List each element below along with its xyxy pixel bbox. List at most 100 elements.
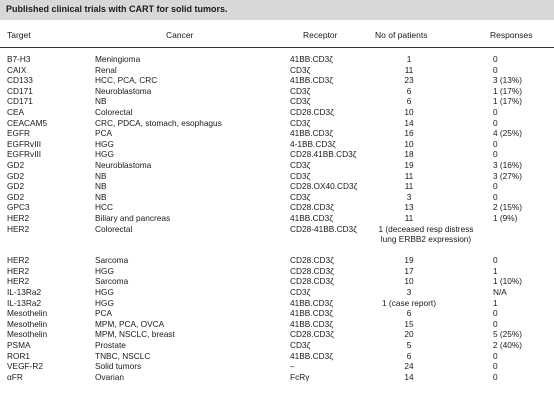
cell-cancer: TNBC, NSCLC — [95, 350, 151, 361]
cell-cancer: CRC, PDCA, stomach, esophagus — [95, 117, 222, 128]
cell-responses: 2 (15%) — [493, 202, 523, 213]
cell-target: HER2 — [7, 265, 30, 276]
cell-target: VEGF-R2 — [7, 361, 43, 372]
cell-cancer: NB — [95, 170, 107, 181]
cell-responses: 0 — [493, 361, 498, 372]
cell-receptor: 41BB.CD3ζ — [290, 297, 333, 308]
cell-cancer: NB — [95, 96, 107, 107]
table-row: Mesothelin PCA 41BB.CD3ζ 6 0 — [0, 308, 554, 319]
cell-cancer: Neuroblastoma — [95, 159, 152, 170]
cell-receptor: CD3ζ — [290, 159, 311, 170]
cell-responses: 1 (17%) — [493, 85, 523, 96]
cell-receptor: 41BB.CD3ζ — [290, 75, 333, 86]
header-patients: No of patients — [375, 30, 428, 40]
cell-target: HER2 — [7, 223, 30, 234]
cell-cancer: HCC — [95, 202, 113, 213]
cell-patients: 11 — [404, 64, 414, 75]
table-row: αFR Ovarian FcRγ 14 0 — [0, 372, 554, 383]
cell-receptor: CD3ζ — [290, 85, 311, 96]
cell-receptor: CD3ζ — [290, 170, 311, 181]
cell-responses: 0 — [493, 117, 498, 128]
cell-patients: 11 — [404, 170, 414, 181]
cell-responses: 3 (16%) — [493, 159, 523, 170]
table-row: GD2 NB CD3ζ 3 0 — [0, 192, 554, 203]
cell-target: EGFRvIII — [7, 138, 42, 149]
cell-patients: 10 — [404, 106, 414, 117]
cell-patients: 14 — [404, 371, 414, 382]
table-row: HER2 Colorectal CD28-41BB.CD3ζ 1 (deceased … — [0, 224, 554, 256]
cell-target: CEA — [7, 106, 25, 117]
table-row: EGFRvIII HGG 4-1BB.CD3ζ 10 0 — [0, 139, 554, 150]
cell-cancer: Biliary and pancreas — [95, 212, 171, 223]
table-row: GPC3 HCC CD28.CD3ζ 13 2 (15%) — [0, 202, 554, 213]
cell-patients: 15 — [404, 318, 414, 329]
table-row: GD2 NB CD3ζ 11 3 (27%) — [0, 171, 554, 182]
table-row: HER2 Sarcoma CD28.CD3ζ 19 0 — [0, 255, 554, 266]
cell-cancer: Neuroblastoma — [95, 85, 152, 96]
cell-receptor: CD28.CD3ζ — [290, 276, 334, 287]
cell-target: Mesothelin — [7, 308, 48, 319]
cell-patients: 13 — [404, 202, 414, 213]
cell-receptor: 41BB.CD3ζ — [290, 350, 333, 361]
cell-target: HER2 — [7, 276, 30, 287]
cell-patients: 6 — [406, 308, 412, 319]
table-row: HER2 Sarcoma CD28.CD3ζ 10 1 (10%) — [0, 276, 554, 287]
cell-responses: 0 — [493, 255, 498, 266]
cell-responses: 1 — [493, 297, 498, 308]
table-row: CEACAM5 CRC, PDCA, stomach, esophagus CD3ζ… — [0, 118, 554, 129]
cell-cancer: HGG — [95, 287, 114, 298]
cell-target: GD2 — [7, 170, 25, 181]
cell-cancer: NB — [95, 181, 107, 192]
cell-responses: 0 — [493, 106, 498, 117]
table-row: VEGF-R2 Solid tumors – 24 0 — [0, 361, 554, 372]
cell-cancer: Colorectal — [95, 223, 133, 234]
cell-cancer: HGG — [95, 265, 114, 276]
cell-target: CD171 — [7, 96, 33, 107]
cell-cancer: Ovarian — [95, 371, 125, 382]
table-body: B7-H3 Meningioma 41BB.CD3ζ 1 0 CAIX Renal CD3ζ 1… — [0, 54, 554, 382]
cell-target: GD2 — [7, 181, 25, 192]
cell-cancer: Sarcoma — [95, 255, 129, 266]
cell-cancer: HGG — [95, 297, 114, 308]
cell-receptor: CD3ζ — [290, 340, 311, 351]
cell-responses: 0 — [493, 191, 498, 202]
cell-patients: 11 — [404, 181, 414, 192]
cell-target: B7-H3 — [7, 54, 31, 64]
cell-target: Mesothelin — [7, 318, 48, 329]
cell-patients: 1 (deceased resp distress lung ERBB2 exp… — [378, 223, 474, 245]
cell-receptor: CD3ζ — [290, 117, 311, 128]
table-row: CD171 Neuroblastoma CD3ζ 6 1 (17%) — [0, 86, 554, 97]
table-row: B7-H3 Meningioma 41BB.CD3ζ 1 0 — [0, 54, 554, 65]
table-row: IL-13Ra2 HGG CD3ζ 3 N/A — [0, 287, 554, 298]
cell-receptor: CD28.CD3ζ — [290, 255, 334, 266]
table-row: Mesothelin MPM, NSCLC, breast CD28.CD3ζ 20 5… — [0, 329, 554, 340]
cell-receptor: CD3ζ — [290, 191, 311, 202]
cell-receptor: CD3ζ — [290, 96, 311, 107]
cell-patients: 6 — [406, 85, 412, 96]
cell-responses: 1 (17%) — [493, 96, 523, 107]
cell-patients: 17 — [404, 265, 414, 276]
cell-receptor: CD28.CD3ζ — [290, 202, 334, 213]
table-row: CAIX Renal CD3ζ 11 0 — [0, 65, 554, 76]
cell-receptor: 4-1BB.CD3ζ — [290, 138, 336, 149]
cell-cancer: MPM, NSCLC, breast — [95, 329, 175, 340]
cell-cancer: NB — [95, 191, 107, 202]
header-divider — [0, 47, 554, 48]
cell-receptor: 41BB.CD3ζ — [290, 318, 333, 329]
table-row: EGFR PCA 41BB.CD3ζ 16 4 (25%) — [0, 128, 554, 139]
cell-cancer: Prostate — [95, 340, 126, 351]
cell-cancer: HGG — [95, 138, 114, 149]
cell-receptor: FcRγ — [290, 371, 310, 382]
cell-receptor: – — [290, 361, 295, 372]
cell-target: PSMA — [7, 340, 31, 351]
cell-receptor: 41BB.CD3ζ — [290, 54, 333, 64]
cell-target: EGFRvIII — [7, 149, 42, 160]
cell-responses: 0 — [493, 54, 498, 64]
cell-responses: N/A — [493, 287, 507, 298]
table-row: EGFRvIII HGG CD28.41BB.CD3ζ 18 0 — [0, 149, 554, 160]
cell-patients: 10 — [404, 276, 414, 287]
cell-responses: 0 — [493, 181, 498, 192]
cell-cancer: HGG — [95, 149, 114, 160]
header-target: Target — [7, 30, 31, 40]
